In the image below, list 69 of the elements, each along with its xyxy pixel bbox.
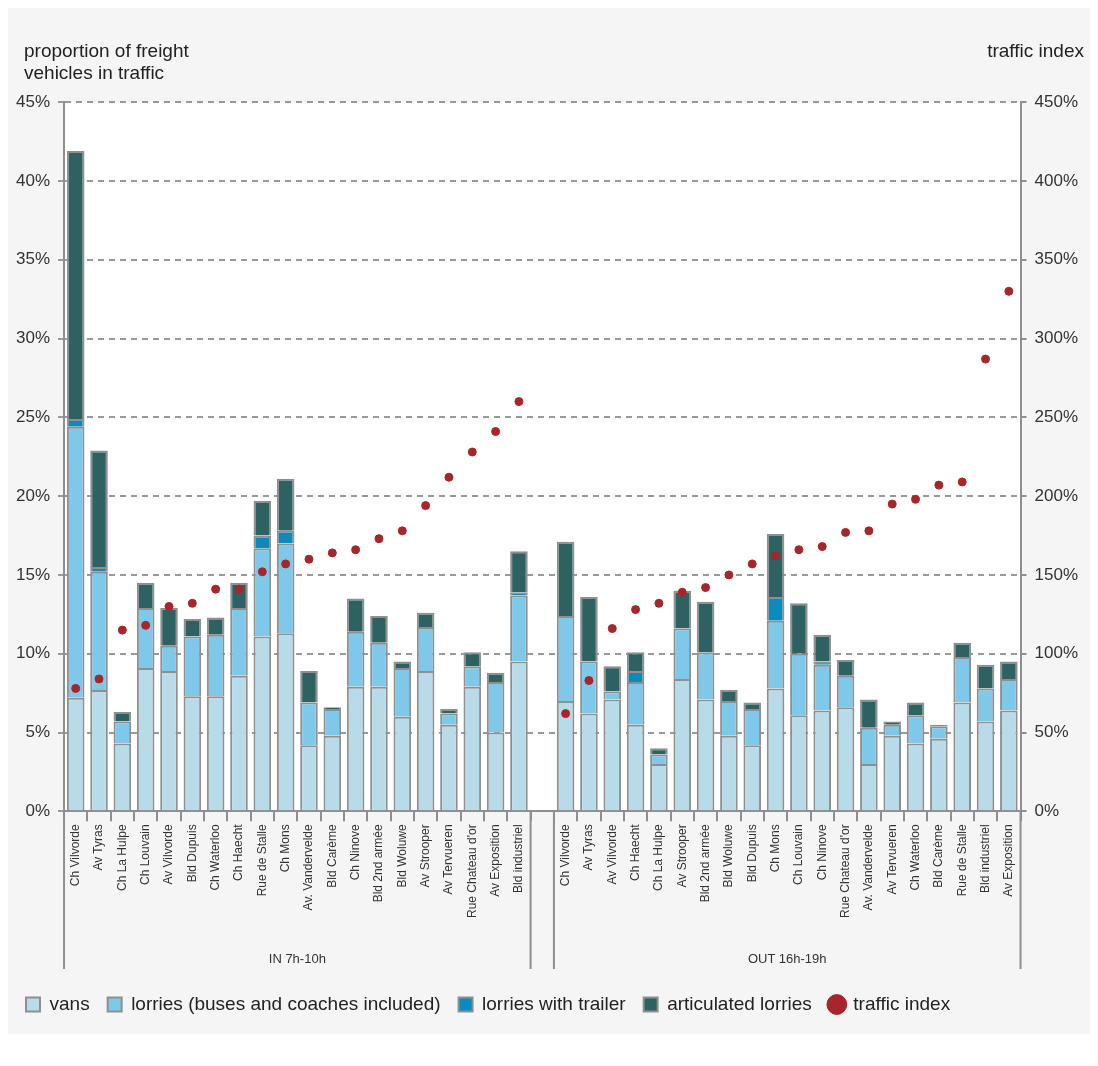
legend-label: traffic index	[853, 992, 951, 1014]
legend-label: lorries (buses and coaches included)	[131, 992, 441, 1014]
x-tick-label: Av Tyras	[581, 824, 596, 871]
x-tick-label: Ch Vilvorde	[557, 823, 572, 887]
text: IN 7h-10h	[268, 950, 326, 966]
x-tick-label: Ch Haecht	[231, 823, 246, 882]
x-tick-label: Bld Dupuis	[744, 824, 759, 883]
y-tick-label: 10%	[15, 643, 51, 663]
x-tick-label: Ch Haecht	[627, 823, 642, 882]
legend-label: lorries with trailer	[482, 992, 627, 1014]
y2-tick-label: 0%	[1034, 801, 1060, 820]
text: OUT 16h-19h	[747, 950, 827, 966]
y-tick-label: 45%	[15, 91, 51, 111]
x-tick-label: Av. Vandervelde	[861, 823, 876, 911]
x-tick-label: Ch Ninove	[347, 823, 362, 881]
y-tick-label: 35%	[15, 249, 51, 269]
x-tick-label: Av. Vandervelde	[301, 823, 316, 911]
x-tick-label: Av Vilvorde	[161, 824, 176, 885]
x-tick-label: Ch Waterloo	[207, 823, 222, 891]
x-tick-label: Rue Chateau d'or	[464, 824, 479, 918]
x-tick-label: Rue de Stalle	[954, 823, 969, 897]
legend-label: vans	[49, 992, 90, 1014]
y-tick-label: 20%	[15, 485, 51, 505]
x-tick-label: Bld Carème	[324, 823, 339, 888]
x-tick-label: Ch Mons	[767, 824, 782, 873]
x-tick-label: Bld Woluwe	[394, 823, 409, 888]
x-tick-label: Bld Dupuis	[184, 824, 199, 883]
y2-tick-label: 450%	[1034, 91, 1078, 111]
y2-tick-label: 250%	[1034, 407, 1078, 427]
x-tick-label: Av Vilvorde	[604, 824, 619, 885]
y2-tick-label: 300%	[1034, 328, 1078, 348]
x-tick-label: Bld Carème	[931, 823, 946, 888]
y-tick-label: 15%	[15, 564, 51, 584]
y-tick-label: 30%	[15, 328, 51, 348]
y-axis-title: proportion of freight vehicles in traffic	[24, 40, 190, 84]
x-tick-label: Rue de Stalle	[254, 823, 269, 897]
legend-label: articulated lorries	[667, 992, 812, 1014]
x-tick-label: Bld 2nd armée	[371, 823, 386, 903]
x-tick-label: Av Tervueren	[884, 824, 899, 895]
x-tick-label: Av Exposition	[1001, 824, 1016, 897]
x-tick-label: Ch Louvain	[137, 824, 152, 886]
x-tick-label: Bld 2nd armée	[697, 823, 712, 903]
y2-tick-label: 350%	[1034, 249, 1078, 269]
y2-axis-title: traffic index	[987, 40, 1084, 62]
x-tick-label: Bld industriel	[511, 824, 526, 894]
y2-tick-label: 400%	[1034, 170, 1078, 190]
y2-tick-label: 200%	[1034, 485, 1078, 505]
x-tick-label: Ch Vilvorde	[68, 823, 82, 887]
y-tick-label: 40%	[15, 170, 51, 190]
y2-tick-label: 50%	[1034, 722, 1069, 742]
x-tick-label: Rue Chateau d'or	[837, 824, 852, 918]
x-tick-label: Ch Louvain	[791, 824, 806, 886]
x-tick-label: Ch La Hulpe	[651, 824, 666, 892]
y2-tick-label: 100%	[1034, 643, 1078, 663]
x-tick-label: Av Tyras	[91, 824, 106, 871]
x-tick-label: Av Exposition	[487, 824, 502, 897]
y-tick-label: 0%	[25, 801, 51, 820]
x-tick-label: Av Strooper	[674, 824, 689, 888]
x-tick-label: Ch La Hulpe	[114, 824, 129, 892]
x-tick-label: Ch Mons	[277, 824, 292, 873]
y-tick-label: 25%	[15, 407, 51, 427]
x-tick-label: Ch Waterloo	[907, 823, 922, 891]
x-tick-label: Bld industriel	[977, 824, 992, 894]
y-tick-label: 5%	[25, 722, 51, 742]
x-tick-label: Av Tervueren	[441, 824, 456, 895]
x-tick-label: Ch Ninove	[814, 823, 829, 881]
x-tick-label: Bld Woluwe	[721, 823, 736, 888]
x-tick-label: Av Strooper	[417, 824, 432, 888]
y2-tick-label: 150%	[1034, 564, 1078, 584]
